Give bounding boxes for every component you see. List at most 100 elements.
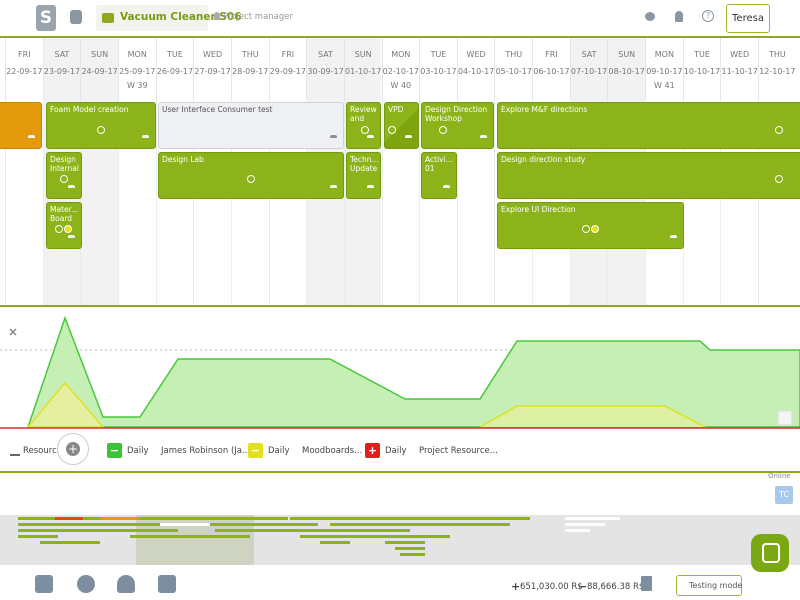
task-label: Foam Model creation — [50, 105, 129, 114]
add-button[interactable]: + — [57, 433, 89, 465]
task-label: Design Direction Workshop — [425, 105, 488, 123]
task-card[interactable] — [0, 102, 42, 149]
day-date: 24-09-17 — [81, 67, 118, 76]
search-icon[interactable] — [70, 10, 82, 24]
day-cell: WED 27-09-17 — [193, 38, 231, 100]
day-name: SAT — [318, 50, 333, 59]
day-date: 27-09-17 — [194, 67, 231, 76]
day-column — [5, 100, 43, 305]
task-card[interactable]: Activi... 01 — [421, 152, 457, 199]
task-card[interactable]: Explore M&F directions — [497, 102, 800, 149]
task-card[interactable]: Design Internal — [46, 152, 82, 199]
day-cell — [0, 38, 5, 100]
close-icon[interactable] — [9, 328, 17, 336]
day-name: FRI — [18, 50, 31, 59]
day-date: 22-09-17 — [6, 67, 43, 76]
day-name: SAT — [54, 50, 70, 59]
briefcase-icon — [102, 13, 114, 23]
filter-chip[interactable]: − — [107, 443, 122, 458]
task-card[interactable]: User Interface Consumer test — [158, 102, 344, 149]
chat-icon[interactable] — [645, 12, 655, 21]
filter-period[interactable]: Daily — [268, 446, 290, 456]
day-column — [268, 100, 307, 305]
day-date: 25-09-17 — [119, 67, 156, 76]
list-icon[interactable] — [35, 575, 53, 593]
week-number: W 39 — [126, 81, 148, 90]
day-column — [230, 100, 269, 305]
clock-icon[interactable] — [77, 575, 95, 593]
day-column — [381, 100, 420, 305]
day-name: MON — [654, 50, 674, 59]
day-cell: THU 05-10-17 — [494, 38, 532, 100]
status-dot — [55, 225, 63, 233]
dashboard-icon[interactable] — [117, 575, 135, 593]
filter-chip[interactable]: − — [248, 443, 263, 458]
week-number: W 41 — [654, 81, 675, 90]
bell-icon[interactable] — [675, 11, 683, 22]
day-name: THU — [768, 50, 786, 59]
day-cell: FRI 22-09-17 — [5, 38, 43, 100]
people-icon — [28, 135, 35, 144]
day-date: 09-10-17 — [646, 67, 683, 76]
filter-chip[interactable]: + — [365, 443, 380, 458]
task-card[interactable]: Design Direction Workshop — [421, 102, 494, 149]
week-number: W 40 — [390, 81, 412, 90]
people-icon — [367, 185, 374, 194]
task-label: Explore M&F directions — [501, 105, 588, 114]
day-cell: MON 09-10-17 W 41 — [645, 38, 683, 100]
task-card[interactable]: Techn... Update — [346, 152, 381, 199]
chat-glyph — [762, 543, 780, 563]
people-icon — [480, 135, 487, 144]
user-button[interactable]: Teresa — [726, 4, 770, 33]
help-icon[interactable]: ? — [702, 10, 714, 22]
status-dot — [97, 126, 105, 134]
minimap — [0, 515, 800, 565]
task-card[interactable]: VPD — [384, 102, 419, 149]
day-name: TUE — [430, 50, 447, 59]
status-dot — [361, 126, 369, 134]
testing-mode-button[interactable]: Testing mode — [676, 575, 742, 596]
task-label: VPD — [388, 105, 404, 114]
people-icon — [330, 185, 337, 194]
task-card[interactable]: Foam Model creation — [46, 102, 156, 149]
day-column — [758, 100, 796, 305]
task-label: Design Lab — [162, 155, 204, 164]
day-cell: TUE 03-10-17 — [419, 38, 457, 100]
day-cell: TUE 10-10-17 — [682, 38, 721, 100]
task-label: Techn... Update — [350, 155, 379, 173]
filter-period[interactable]: Daily — [127, 446, 149, 456]
task-card[interactable]: Design direction study — [497, 152, 800, 199]
status-dot — [439, 126, 447, 134]
status-dot — [64, 225, 72, 233]
chat-button[interactable] — [751, 534, 789, 572]
task-label: Activi... 01 — [425, 155, 453, 173]
people-icon — [142, 135, 149, 144]
document-icon[interactable] — [641, 576, 652, 591]
income: 651,030.00 R$ — [520, 582, 583, 592]
resources-label: Resources — [23, 446, 67, 456]
filter-period[interactable]: Daily — [385, 446, 407, 456]
task-card[interactable]: Design Lab — [158, 152, 344, 199]
presence-status: Online — [768, 472, 791, 480]
graph-scroll[interactable] — [777, 410, 793, 426]
team-icon[interactable] — [158, 575, 176, 593]
day-date: 05-10-17 — [495, 67, 532, 76]
day-name: TUE — [694, 50, 710, 59]
task-label: Review and — [350, 105, 377, 123]
load-graph — [0, 305, 800, 431]
project-tab[interactable]: Vacuum Cleaner S06 — [96, 5, 242, 31]
day-name: SUN — [91, 50, 109, 59]
user-avatar[interactable]: TC — [775, 486, 793, 504]
task-card[interactable]: Review and — [346, 102, 381, 149]
task-label: Design Internal — [50, 155, 79, 173]
status-dot — [582, 225, 590, 233]
day-name: WED — [466, 50, 486, 59]
day-name: WED — [203, 50, 223, 59]
task-card[interactable]: Explore UI Direction — [497, 202, 684, 249]
day-cell: SUN 24-09-17 — [80, 38, 118, 100]
logo[interactable]: S — [36, 5, 56, 31]
task-card[interactable]: Mater... Board — [46, 202, 82, 249]
task-label: User Interface Consumer test — [162, 105, 273, 114]
day-name: SUN — [354, 50, 372, 59]
day-name: SAT — [581, 50, 597, 59]
